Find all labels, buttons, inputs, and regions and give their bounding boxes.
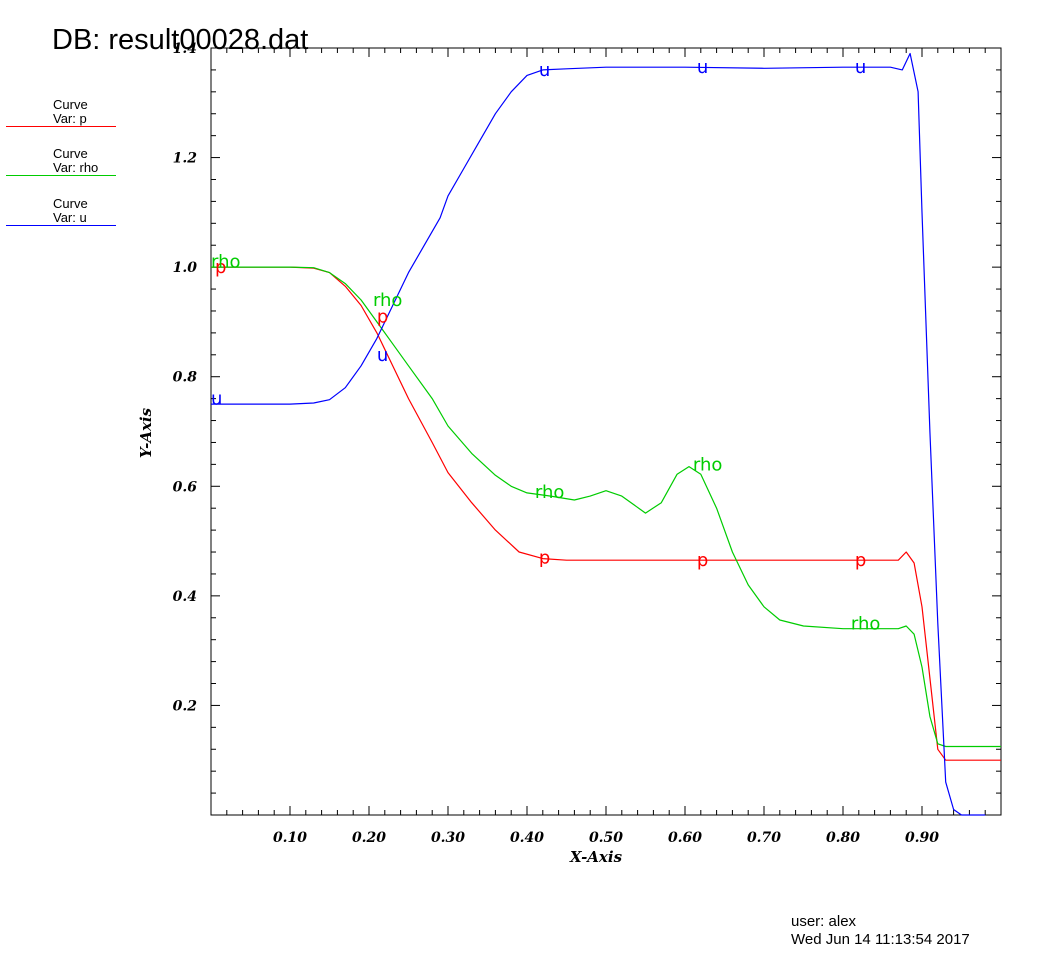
x-tick-label: 0.10 <box>273 830 307 846</box>
y-tick-label: 1.4 <box>173 41 197 57</box>
x-tick-label: 0.80 <box>826 830 860 846</box>
curve-label-p: p <box>377 306 388 327</box>
curve-label-rho: rho <box>851 613 881 634</box>
x-tick-label: 0.70 <box>747 830 781 846</box>
curve-label-p: p <box>215 257 226 278</box>
x-axis-title: X-Axis <box>569 848 623 866</box>
x-tick-label: 0.90 <box>905 830 939 846</box>
x-tick-label: 0.30 <box>431 830 465 846</box>
series-line-rho <box>211 266 1001 748</box>
legend-var-label: Var: u <box>53 210 87 225</box>
legend-var-label: Var: p <box>53 111 87 126</box>
curve-label-rho: rho <box>211 252 241 273</box>
curve-label-p: p <box>539 548 550 569</box>
series-line-u <box>211 52 986 816</box>
legend-item-p: Curve Var: p <box>6 98 116 127</box>
x-tick-label: 0.40 <box>510 830 544 846</box>
x-tick-label: 0.50 <box>589 830 623 846</box>
curve-label-u: u <box>211 389 222 410</box>
y-tick-label: 0.8 <box>173 370 198 386</box>
series-line-p <box>211 266 1001 761</box>
curve-label-u: u <box>855 57 866 78</box>
y-tick-label: 0.4 <box>173 589 197 605</box>
y-tick-label: 0.6 <box>173 479 198 495</box>
y-tick-label: 1.2 <box>173 151 198 167</box>
legend-var-label: Var: rho <box>53 160 99 175</box>
x-tick-label: 0.60 <box>668 830 702 846</box>
curve-label-rho: rho <box>693 454 723 475</box>
y-axis-title: Y-Axis <box>137 407 155 458</box>
db-title: DB: result00028.dat <box>52 24 309 56</box>
legend-swatch-rho <box>6 175 116 176</box>
x-tick-label: 0.20 <box>352 830 386 846</box>
curve-label-rho: rho <box>535 482 565 503</box>
curve-label-p: p <box>697 550 708 571</box>
legend-curve-label: Curve <box>53 97 88 112</box>
plot-frame <box>210 47 1002 816</box>
legend-item-u: Curve Var: u <box>6 197 116 226</box>
curve-label-rho: rho <box>373 290 403 311</box>
legend-item-rho: Curve Var: rho <box>6 147 116 176</box>
axes: 0.10 0.20 0.30 0.40 0.50 0.60 0.70 0.80 0.90 0.2 0… <box>137 41 1002 866</box>
user-label: user: alex <box>791 913 857 930</box>
y-tick-label: 0.2 <box>173 698 198 714</box>
legend-curve-label: Curve <box>53 196 88 211</box>
curve-label-u: u <box>377 345 388 366</box>
legend-curve-label: Curve <box>53 146 88 161</box>
curve-label-u: u <box>539 60 550 81</box>
legend-swatch-p <box>6 126 116 127</box>
curve-label-p: p <box>855 550 866 571</box>
timestamp-label: Wed Jun 14 11:13:54 2017 <box>791 931 970 948</box>
legend-swatch-u <box>6 225 116 226</box>
series-lines <box>211 52 1001 816</box>
y-tick-label: 1.0 <box>173 260 198 276</box>
curve-label-u: u <box>697 57 708 78</box>
